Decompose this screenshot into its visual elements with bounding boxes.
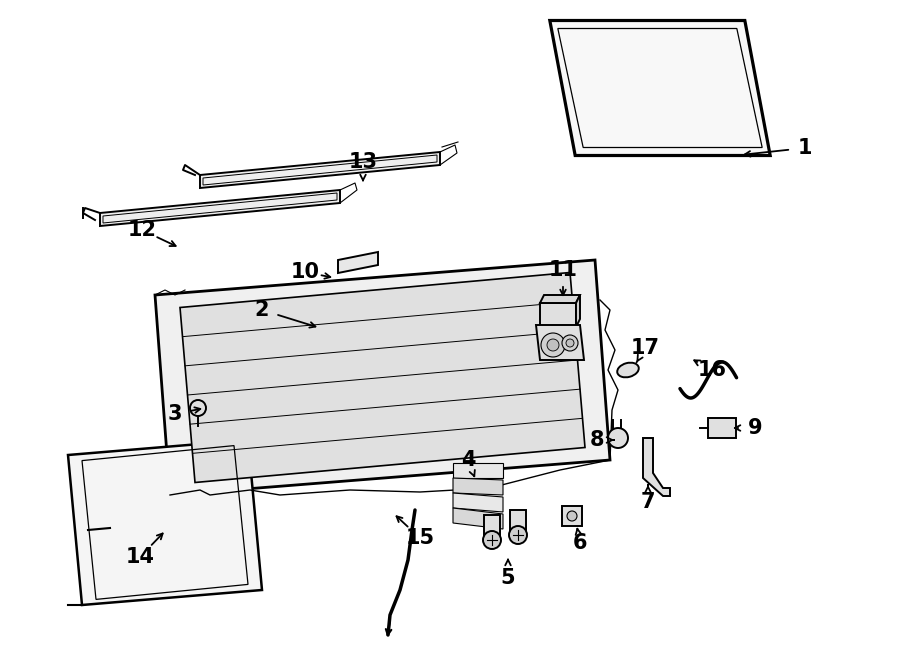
Polygon shape [540, 295, 580, 303]
Circle shape [190, 400, 206, 416]
Circle shape [566, 339, 574, 347]
Text: 3: 3 [167, 404, 182, 424]
Polygon shape [536, 325, 584, 360]
Ellipse shape [617, 363, 639, 377]
Text: 12: 12 [128, 220, 157, 240]
Text: 8: 8 [590, 430, 604, 450]
Text: 9: 9 [748, 418, 762, 438]
Text: 6: 6 [572, 533, 587, 553]
Polygon shape [180, 272, 585, 483]
Polygon shape [100, 190, 340, 226]
Polygon shape [453, 493, 503, 512]
Circle shape [541, 333, 565, 357]
Text: 10: 10 [291, 262, 319, 282]
Polygon shape [484, 515, 500, 535]
Text: 5: 5 [500, 568, 516, 588]
Text: 2: 2 [255, 300, 269, 320]
Polygon shape [155, 260, 610, 495]
Polygon shape [576, 295, 580, 327]
Polygon shape [68, 440, 262, 605]
Polygon shape [453, 463, 503, 478]
Circle shape [483, 531, 501, 549]
Text: 1: 1 [797, 138, 812, 158]
Polygon shape [453, 478, 503, 495]
Text: 15: 15 [405, 528, 435, 548]
Polygon shape [510, 510, 526, 530]
Text: 11: 11 [548, 260, 578, 280]
Circle shape [547, 339, 559, 351]
Polygon shape [643, 438, 670, 496]
Circle shape [608, 428, 628, 448]
Polygon shape [708, 418, 736, 438]
Circle shape [562, 335, 578, 351]
Text: 13: 13 [348, 152, 377, 172]
Text: 16: 16 [698, 360, 726, 380]
Polygon shape [550, 20, 770, 155]
Polygon shape [562, 506, 582, 526]
Circle shape [509, 526, 527, 544]
Text: 7: 7 [641, 492, 655, 512]
Circle shape [567, 511, 577, 521]
Polygon shape [338, 252, 378, 273]
Text: 17: 17 [631, 338, 660, 358]
Polygon shape [200, 152, 440, 188]
Text: 14: 14 [125, 547, 155, 567]
Polygon shape [453, 508, 503, 529]
Polygon shape [540, 303, 576, 327]
Text: 4: 4 [461, 450, 475, 470]
